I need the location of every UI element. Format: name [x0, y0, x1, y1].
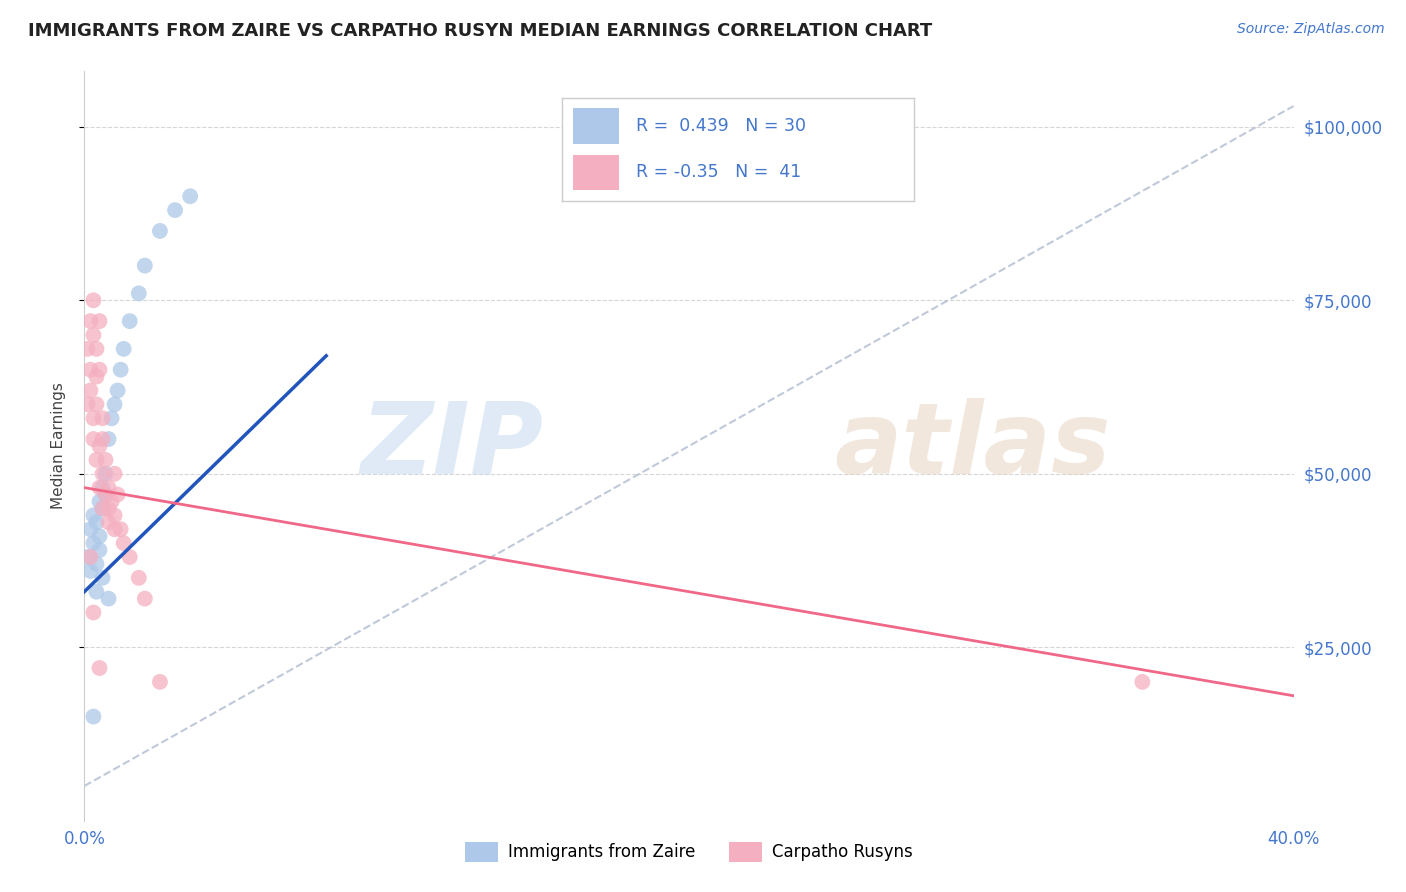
Point [165, 203, 187, 218]
Legend: Immigrants from Zaire, Carpatho Rusyns: Immigrants from Zaire, Carpatho Rusyns [458, 835, 920, 869]
Text: R =  0.439   N = 30: R = 0.439 N = 30 [636, 118, 806, 136]
Point [100, 494, 122, 508]
Point [86, 342, 108, 356]
Point [104, 508, 127, 523]
Point [76, 397, 98, 411]
Point [134, 259, 156, 273]
Point [79, 384, 101, 398]
Point [82, 606, 104, 620]
Point [94, 467, 117, 481]
Point [91, 501, 114, 516]
Point [91, 432, 114, 446]
Point [97, 432, 120, 446]
Point [79, 549, 101, 564]
Point [89, 481, 111, 495]
Point [86, 397, 108, 411]
Point [94, 487, 117, 501]
Point [82, 508, 104, 523]
Point [89, 529, 111, 543]
Point [97, 516, 120, 530]
Point [100, 411, 122, 425]
Point [91, 467, 114, 481]
Point [86, 369, 108, 384]
Point [89, 314, 111, 328]
Point [91, 571, 114, 585]
Point [97, 481, 120, 495]
Point [112, 342, 135, 356]
Point [97, 501, 120, 516]
Point [82, 293, 104, 308]
Point [89, 543, 111, 558]
Point [89, 494, 111, 508]
Point [82, 411, 104, 425]
Point [128, 286, 150, 301]
Point [112, 536, 135, 550]
Bar [574, 154, 619, 190]
Point [118, 549, 141, 564]
Point [94, 453, 117, 467]
Point [82, 536, 104, 550]
Point [89, 661, 111, 675]
Text: ZIP: ZIP [361, 398, 544, 494]
Point [104, 522, 127, 536]
Text: Source: ZipAtlas.com: Source: ZipAtlas.com [1237, 22, 1385, 37]
Point [107, 487, 129, 501]
Point [89, 362, 111, 376]
Point [91, 501, 114, 516]
Point [86, 584, 108, 599]
Point [110, 362, 132, 376]
Point [89, 439, 111, 453]
Point [1130, 674, 1153, 689]
Point [79, 314, 101, 328]
Point [104, 467, 127, 481]
Point [149, 674, 172, 689]
Point [86, 557, 108, 571]
Point [118, 314, 141, 328]
Point [91, 411, 114, 425]
Point [76, 342, 98, 356]
Point [104, 397, 127, 411]
Point [79, 564, 101, 578]
Point [79, 522, 101, 536]
Point [86, 516, 108, 530]
Point [107, 384, 129, 398]
Point [82, 709, 104, 723]
Point [110, 522, 132, 536]
Bar [574, 108, 619, 145]
Point [134, 591, 156, 606]
Point [94, 487, 117, 501]
Y-axis label: Median Earnings: Median Earnings [51, 383, 66, 509]
Point [149, 224, 172, 238]
Point [86, 453, 108, 467]
Point [97, 591, 120, 606]
Text: atlas: atlas [834, 398, 1111, 494]
Point [82, 432, 104, 446]
Point [79, 362, 101, 376]
Point [76, 549, 98, 564]
Point [91, 481, 114, 495]
Point [128, 571, 150, 585]
Point [82, 328, 104, 343]
Text: R = -0.35   N =  41: R = -0.35 N = 41 [636, 163, 801, 181]
Point [179, 189, 201, 203]
Text: IMMIGRANTS FROM ZAIRE VS CARPATHO RUSYN MEDIAN EARNINGS CORRELATION CHART: IMMIGRANTS FROM ZAIRE VS CARPATHO RUSYN … [28, 22, 932, 40]
